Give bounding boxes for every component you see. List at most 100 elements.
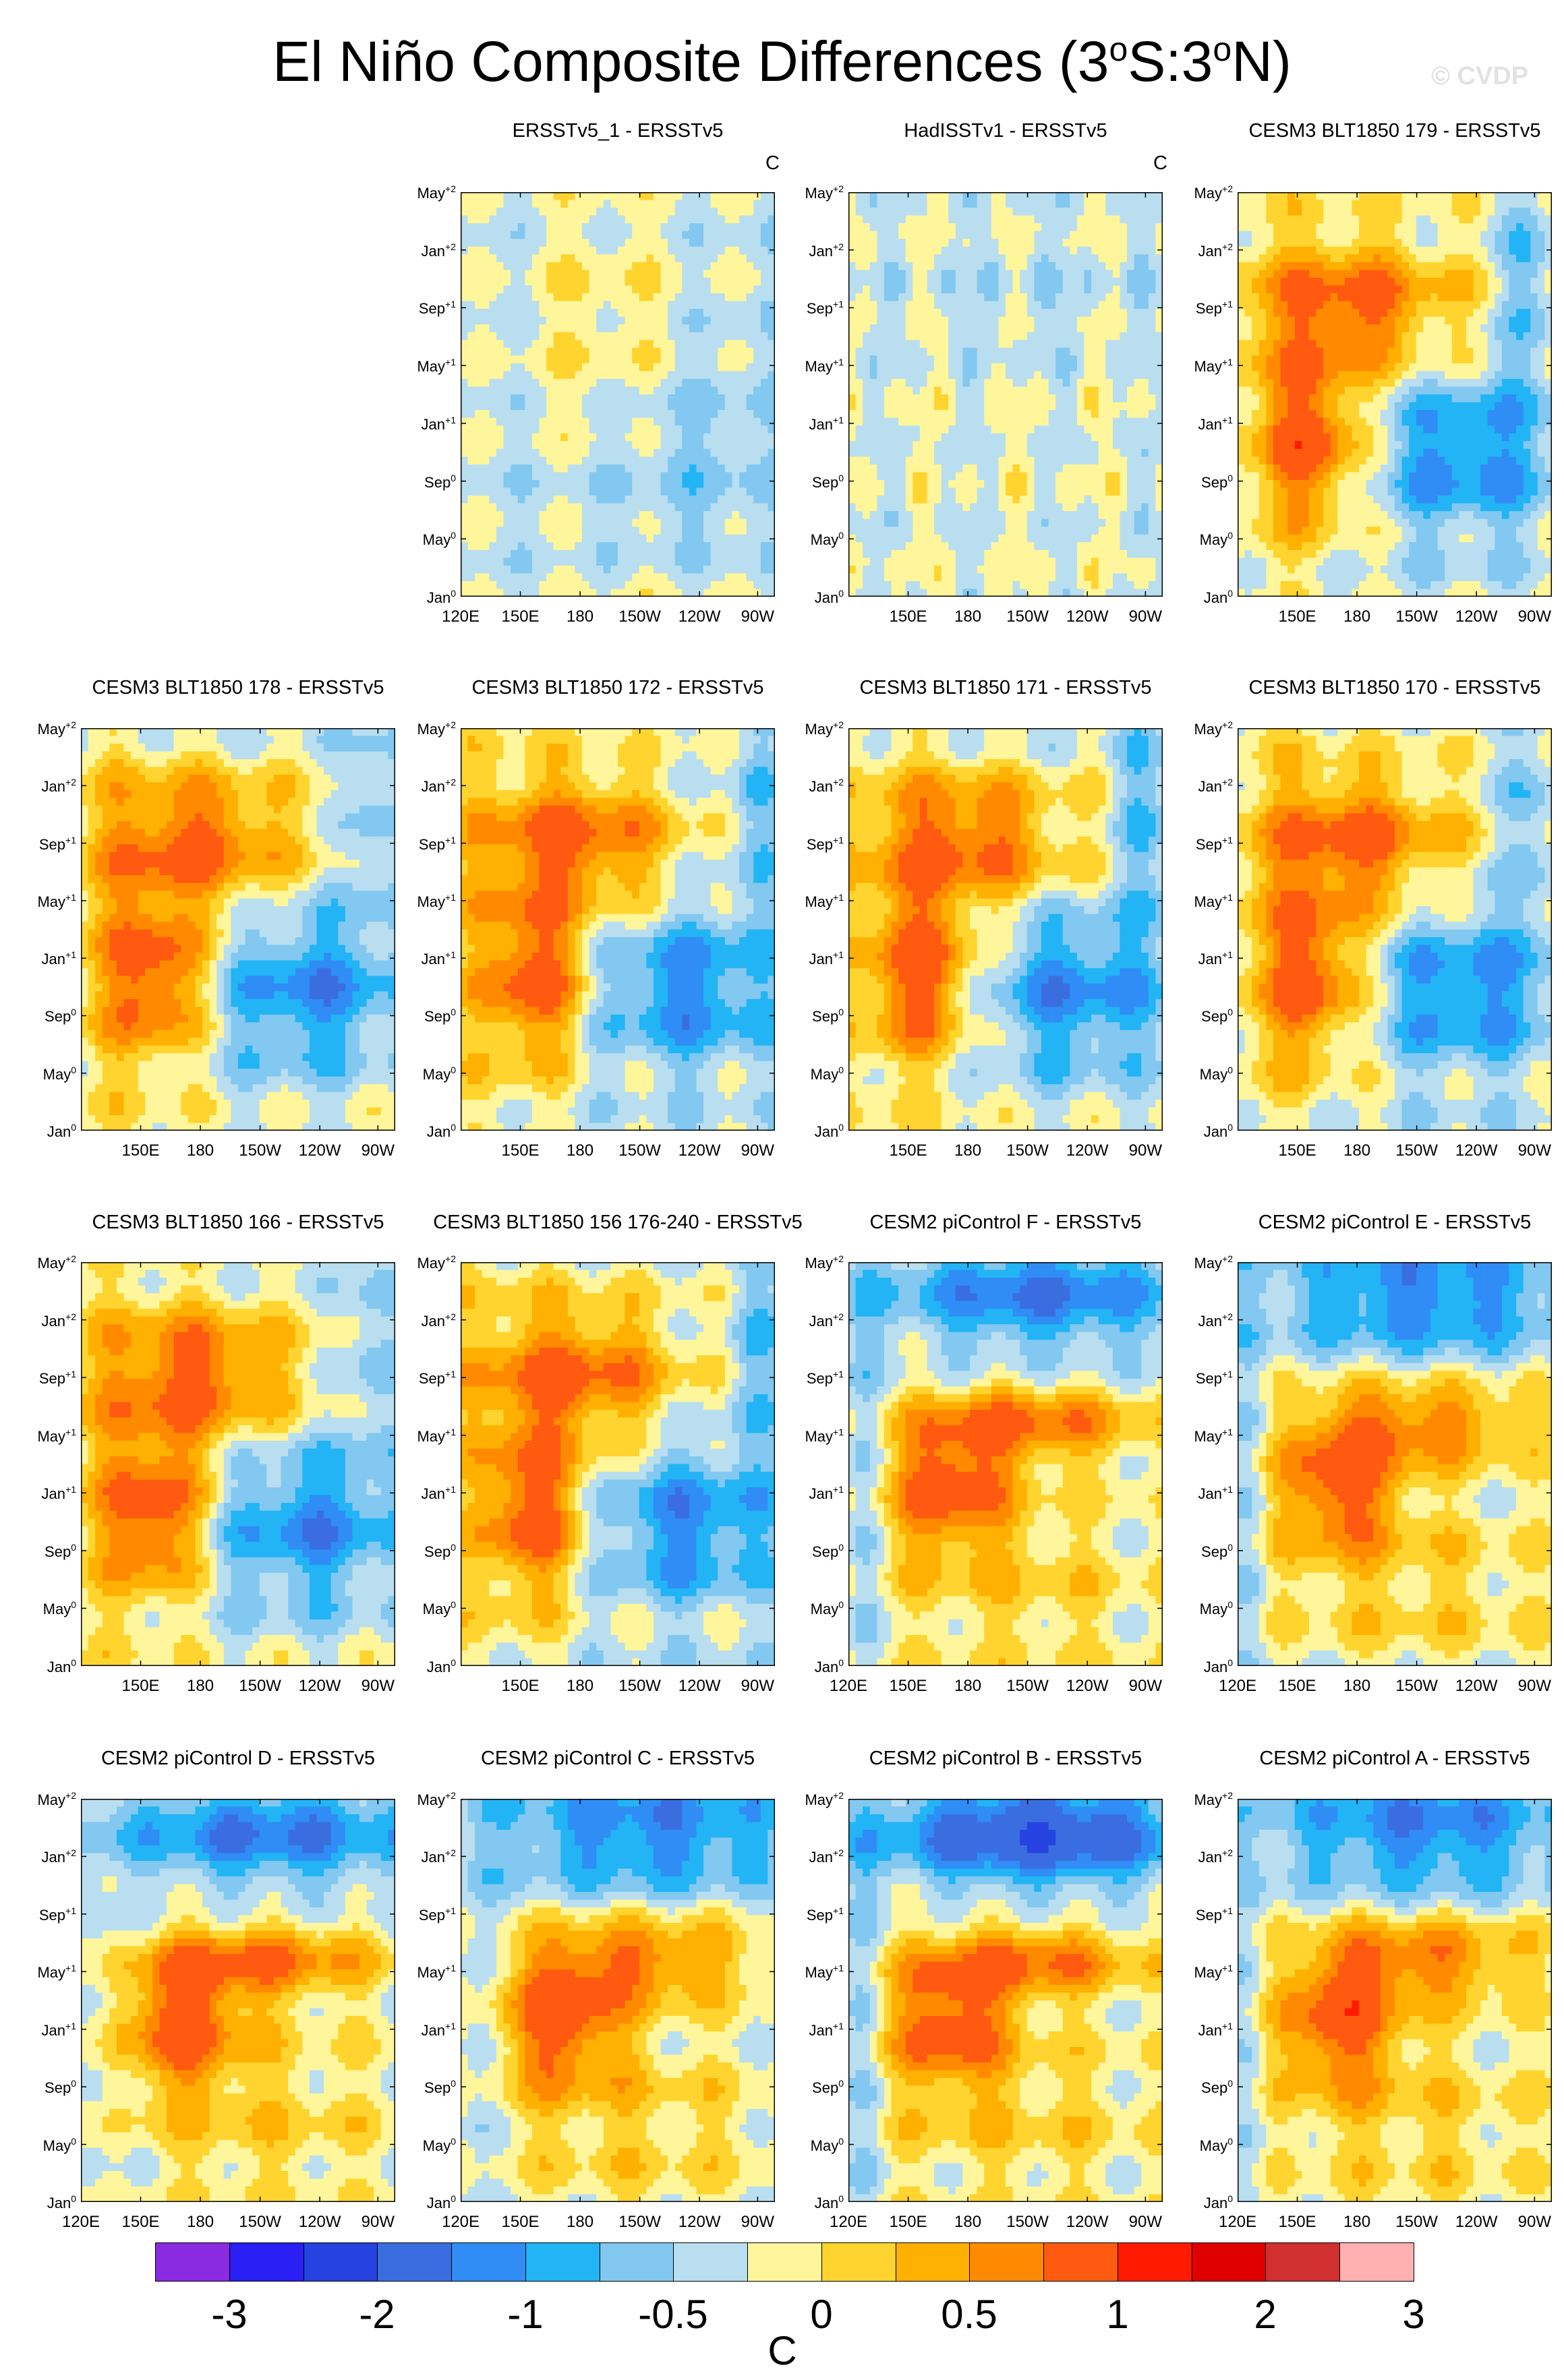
heatmap-cell <box>1041 192 1049 201</box>
heatmap-cell <box>753 565 761 574</box>
heatmap-cell <box>596 223 604 232</box>
heatmap-cell <box>482 425 490 434</box>
heatmap-cell <box>919 371 928 380</box>
heatmap-cell <box>1048 208 1056 216</box>
heatmap-cell <box>575 301 583 309</box>
heatmap-cell <box>739 496 747 504</box>
heatmap-cell <box>539 441 547 450</box>
heatmap-cell <box>660 496 668 504</box>
heatmap-cell <box>1238 464 1246 473</box>
heatmap-cell <box>962 496 971 504</box>
heatmap-cell <box>639 581 647 590</box>
heatmap-cell <box>991 285 1000 294</box>
heatmap-cell <box>1252 231 1260 239</box>
heatmap-cell <box>525 402 533 411</box>
heatmap-cell <box>553 301 561 309</box>
heatmap-cell <box>618 581 626 590</box>
heatmap-cell <box>632 200 640 208</box>
heatmap-cell <box>927 355 935 364</box>
heatmap-cell <box>962 527 971 535</box>
heatmap-cell <box>898 239 906 247</box>
heatmap-cell <box>1034 511 1042 520</box>
heatmap-cell <box>482 378 490 388</box>
heatmap-cell <box>984 347 992 356</box>
heatmap-cell <box>489 386 497 395</box>
heatmap-cell <box>1252 223 1260 232</box>
heatmap-cell <box>1034 254 1042 263</box>
heatmap-cell <box>760 347 769 356</box>
heatmap-cell <box>1112 277 1121 287</box>
heatmap-cell <box>1070 472 1078 481</box>
heatmap-cell <box>653 534 662 543</box>
heatmap-cell <box>503 378 511 388</box>
heatmap-cell <box>618 200 626 208</box>
heatmap-cell <box>1055 558 1064 566</box>
heatmap-cell <box>511 425 519 434</box>
heatmap-cell <box>869 324 877 333</box>
heatmap-cell <box>991 316 1000 325</box>
heatmap-cell <box>1127 425 1135 434</box>
heatmap-cell <box>1055 549 1064 558</box>
heatmap-cell <box>703 549 712 558</box>
heatmap-cell <box>525 324 533 333</box>
x-tick-label: 90W <box>724 607 791 626</box>
heatmap-cell <box>1084 371 1092 380</box>
heatmap-cell <box>724 239 733 247</box>
heatmap-cell <box>848 496 857 504</box>
heatmap-cell <box>1098 208 1106 216</box>
heatmap-cell <box>1062 270 1070 278</box>
heatmap-cell <box>941 394 949 403</box>
heatmap-cell <box>461 487 469 496</box>
heatmap-cell <box>1091 246 1099 255</box>
heatmap-cell <box>1266 332 1274 340</box>
heatmap-cell <box>1134 301 1142 309</box>
heatmap-cell <box>1026 589 1035 597</box>
heatmap-cell <box>696 200 704 208</box>
heatmap-cell <box>589 386 597 395</box>
heatmap-cell <box>977 511 985 520</box>
heatmap-cell <box>582 386 590 395</box>
heatmap-cell <box>1112 293 1121 302</box>
heatmap-cell <box>934 573 942 582</box>
heatmap-cell <box>682 448 690 457</box>
heatmap-cell <box>1134 433 1142 442</box>
heatmap-cell <box>639 231 647 239</box>
heatmap-cell <box>753 518 761 527</box>
heatmap-cell <box>1091 371 1099 380</box>
heatmap-cell <box>905 332 913 340</box>
heatmap-cell <box>646 309 654 318</box>
heatmap-cell <box>898 192 906 201</box>
heatmap-cell <box>511 340 519 349</box>
heatmap-cell <box>898 200 906 208</box>
heatmap-cell <box>1048 518 1056 527</box>
heatmap-cell <box>461 215 469 224</box>
heatmap-cell <box>560 332 569 340</box>
heatmap-cell <box>1012 324 1020 333</box>
heatmap-cell <box>962 332 971 340</box>
heatmap-cell <box>632 402 640 411</box>
heatmap-cell <box>596 208 604 216</box>
heatmap-cell <box>927 464 935 473</box>
heatmap-cell <box>646 527 654 535</box>
heatmap-cell <box>891 246 899 255</box>
heatmap-cell <box>703 192 712 201</box>
heatmap-cell <box>1266 534 1274 543</box>
heatmap-cell <box>848 441 857 450</box>
heatmap-cell <box>482 285 490 294</box>
heatmap-cell <box>1112 254 1121 263</box>
heatmap-cell <box>760 518 769 527</box>
heatmap-cell <box>1258 363 1267 371</box>
heatmap-cell <box>496 270 504 278</box>
heatmap-cell <box>1020 246 1028 255</box>
heatmap-cell <box>710 479 718 489</box>
heatmap-cell <box>696 496 704 504</box>
heatmap-cell <box>1098 472 1106 481</box>
heatmap-cell <box>567 581 576 590</box>
heatmap-cell <box>1258 456 1267 465</box>
heatmap-cell <box>991 215 1000 224</box>
heatmap-cell <box>760 262 769 270</box>
heatmap-cell <box>539 487 547 496</box>
heatmap-cell <box>962 301 971 309</box>
heatmap-cell <box>653 192 662 201</box>
